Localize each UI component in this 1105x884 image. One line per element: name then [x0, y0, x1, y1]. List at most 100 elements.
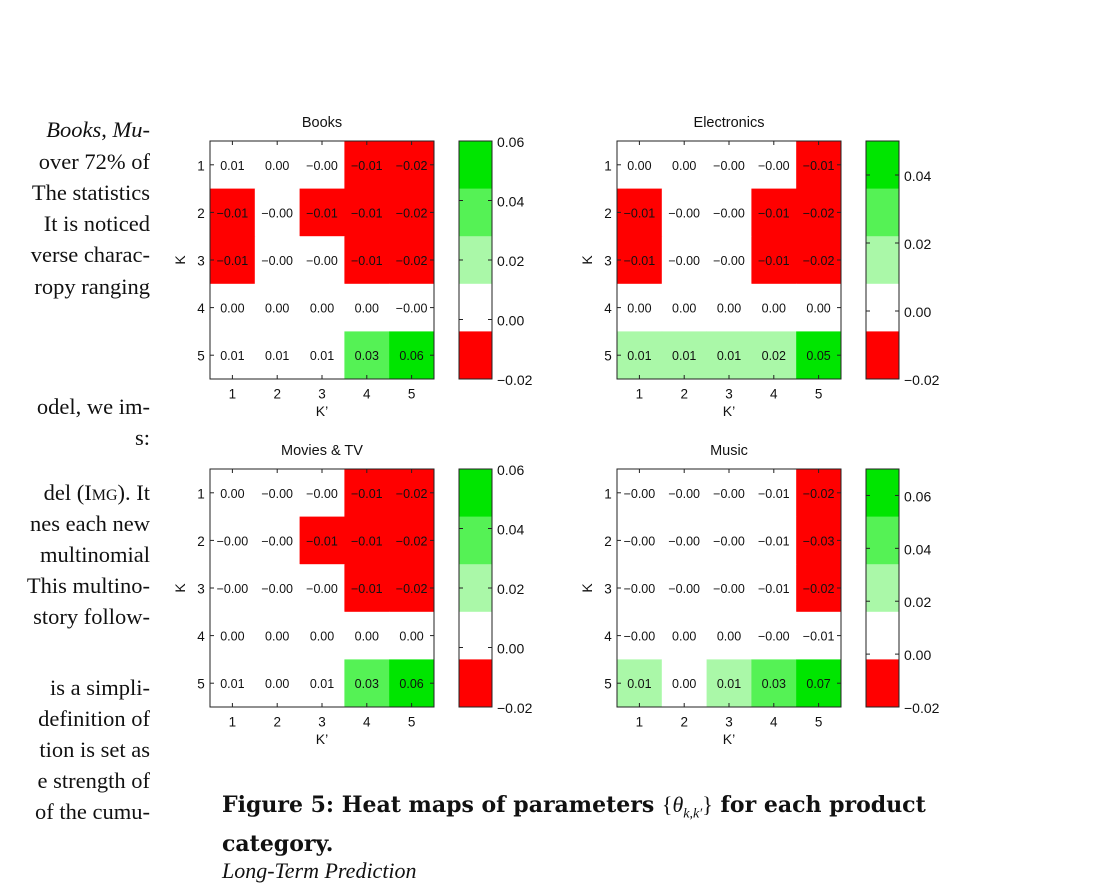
colorbar-level: [866, 564, 899, 613]
cell-value-label: 0.00: [265, 630, 289, 644]
cell-value-label: −0.00: [624, 582, 656, 596]
heatmap-cell: [706, 469, 752, 517]
heatmap-cell: [617, 469, 663, 517]
left-text-line: e strength of: [37, 768, 150, 793]
heatmap-cell: [661, 564, 707, 613]
y-axis-label: K: [579, 255, 595, 265]
heatmap-cell: [254, 188, 300, 237]
cell-value-label: −0.00: [713, 534, 745, 548]
heatmap-cell: [796, 283, 842, 332]
cell-value-label: −0.00: [261, 534, 293, 548]
cell-value-label: −0.00: [261, 206, 293, 220]
heatmap-cell: [661, 236, 707, 285]
cell-value-label: −0.02: [803, 206, 835, 220]
heatmap-cell: [254, 611, 300, 660]
colorbar-level: [459, 516, 492, 565]
colorbar-level: [459, 564, 492, 613]
heatmap-cell: [344, 283, 390, 332]
cell-value-label: −0.00: [668, 254, 700, 268]
colorbar-tick-label: 0.02: [904, 236, 931, 252]
heatmap-cell: [254, 469, 300, 517]
cell-value-label: −0.01: [217, 254, 249, 268]
heatmap-cell: [796, 564, 842, 613]
figure-caption: Figure 5: Heat maps of parameters {θk,k′…: [222, 789, 952, 860]
colorbar-level: [459, 236, 492, 285]
colorbar-tick-label: −0.02: [497, 700, 533, 716]
colorbar-tick-label: 0.00: [904, 647, 931, 663]
cell-value-label: −0.00: [713, 254, 745, 268]
heatmap-cell: [344, 469, 390, 517]
cell-value-label: 0.00: [627, 302, 651, 316]
cell-value-label: 0.03: [762, 677, 786, 691]
cell-value-label: −0.00: [624, 487, 656, 501]
cell-value-label: −0.01: [351, 254, 383, 268]
heatmap-cell: [344, 564, 390, 613]
cell-value-label: −0.00: [624, 630, 656, 644]
cell-value-label: −0.00: [758, 159, 790, 173]
y-tick-label: 4: [197, 301, 205, 316]
y-tick-label: 1: [197, 486, 205, 501]
heatmap-cell: [254, 659, 300, 708]
cell-value-label: −0.02: [396, 582, 428, 596]
y-tick-label: 2: [604, 206, 612, 221]
cell-value-label: 0.00: [310, 302, 334, 316]
y-tick-label: 3: [197, 582, 205, 597]
heatmap-cell: [389, 469, 435, 517]
heatmap-cell: [344, 141, 390, 189]
panel-title: Movies & TV: [281, 443, 363, 459]
cell-value-label: 0.00: [672, 677, 696, 691]
x-tick-label: 1: [229, 715, 237, 730]
y-tick-label: 1: [197, 158, 205, 173]
heatmap-cell: [661, 469, 707, 517]
x-tick-label: 3: [725, 387, 733, 402]
section-heading-partial: Long-Term Prediction: [222, 858, 417, 884]
colorbar-level: [866, 659, 899, 708]
cell-value-label: −0.01: [351, 534, 383, 548]
left-text-line: It is noticed: [43, 211, 150, 236]
cell-value-label: 0.00: [672, 302, 696, 316]
colorbar-level: [866, 188, 899, 237]
cell-value-label: 0.00: [717, 302, 741, 316]
heatmap-cell: [617, 659, 663, 708]
cell-value-label: −0.00: [713, 487, 745, 501]
y-tick-label: 1: [604, 486, 612, 501]
heatmap-cell: [344, 331, 390, 380]
cell-value-label: −0.02: [396, 206, 428, 220]
colorbar-level: [459, 611, 492, 660]
cell-value-label: −0.01: [306, 206, 338, 220]
left-text-line: over 72% of: [38, 149, 150, 174]
colorbar-level: [459, 283, 492, 332]
cell-value-label: −0.00: [306, 582, 338, 596]
cell-value-label: −0.01: [803, 159, 835, 173]
heatmap-cell: [751, 236, 797, 285]
heatmap-cell: [706, 331, 752, 380]
cell-value-label: −0.00: [217, 582, 249, 596]
x-tick-label: 1: [229, 387, 237, 402]
y-axis-label: K: [172, 255, 188, 265]
cell-value-label: 0.01: [220, 349, 244, 363]
cell-value-label: −0.01: [758, 582, 790, 596]
colorbar-level: [866, 236, 899, 285]
colorbar-tick-label: 0.04: [497, 194, 524, 210]
colorbar-tick-label: 0.00: [497, 313, 524, 329]
heatmap-cell: [617, 331, 663, 380]
heatmap-cell: [210, 283, 256, 332]
y-tick-label: 3: [604, 582, 612, 597]
cell-value-label: 0.00: [399, 630, 423, 644]
left-text-line: multinomial: [40, 542, 150, 567]
heatmap-cell: [389, 141, 435, 189]
heatmap-cell: [389, 236, 435, 285]
x-tick-label: 5: [815, 387, 823, 402]
heatmap-cell: [706, 564, 752, 613]
heatmap-cell: [254, 331, 300, 380]
x-axis-label: K’: [723, 731, 735, 747]
cell-value-label: 0.00: [355, 630, 379, 644]
colorbar-level: [866, 611, 899, 660]
heatmap-cell: [751, 188, 797, 237]
cell-value-label: −0.01: [217, 206, 249, 220]
left-text-line: s:: [134, 425, 150, 450]
cell-value-label: 0.02: [762, 349, 786, 363]
colorbar-level: [459, 331, 492, 380]
x-axis-label: K’: [316, 403, 328, 419]
panel-title: Music: [710, 443, 748, 459]
